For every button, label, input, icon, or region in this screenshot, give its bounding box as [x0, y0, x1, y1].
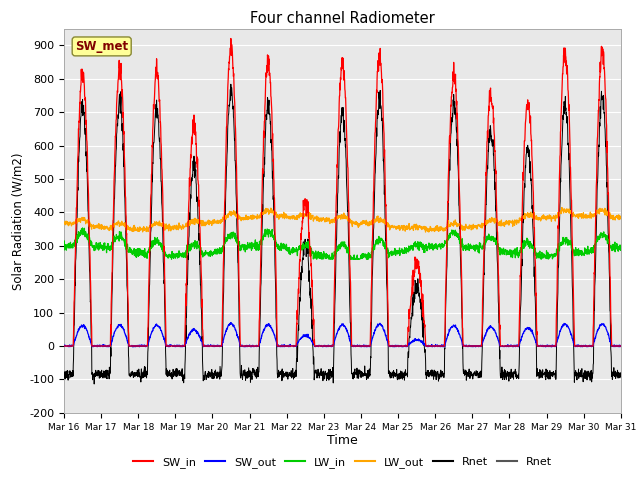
Title: Four channel Radiometer: Four channel Radiometer [250, 11, 435, 26]
Y-axis label: Solar Radiation (W/m2): Solar Radiation (W/m2) [12, 152, 25, 289]
Legend: SW_in, SW_out, LW_in, LW_out, Rnet, Rnet: SW_in, SW_out, LW_in, LW_out, Rnet, Rnet [129, 453, 556, 472]
Text: SW_met: SW_met [75, 40, 128, 53]
X-axis label: Time: Time [327, 434, 358, 447]
